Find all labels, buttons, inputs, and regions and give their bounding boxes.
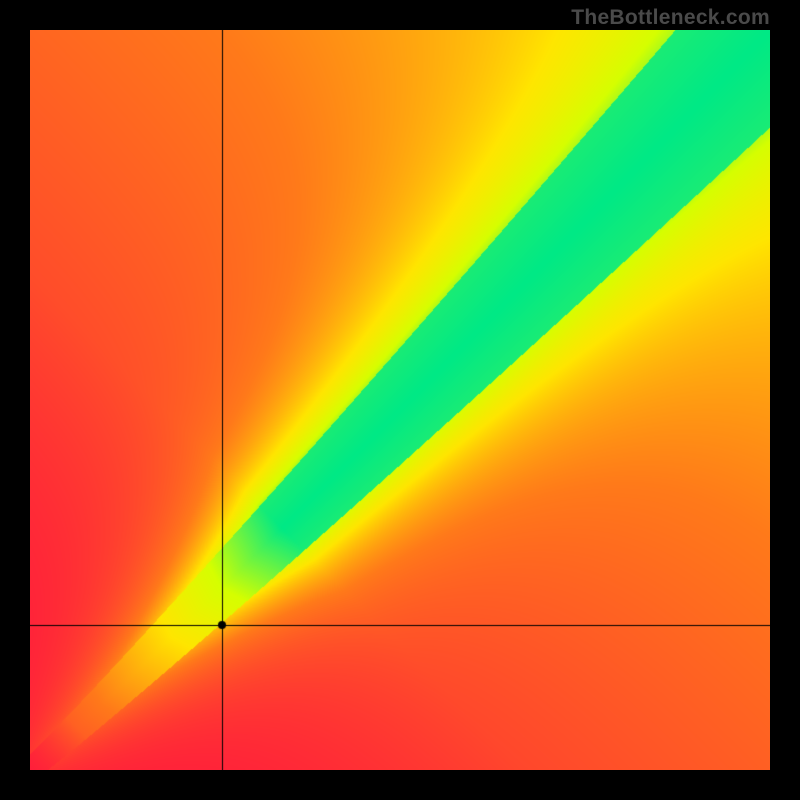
watermark-text: TheBottleneck.com — [571, 6, 770, 30]
heatmap-canvas — [30, 30, 770, 770]
chart-container: TheBottleneck.com — [0, 0, 800, 800]
heatmap-plot-area — [30, 30, 770, 770]
